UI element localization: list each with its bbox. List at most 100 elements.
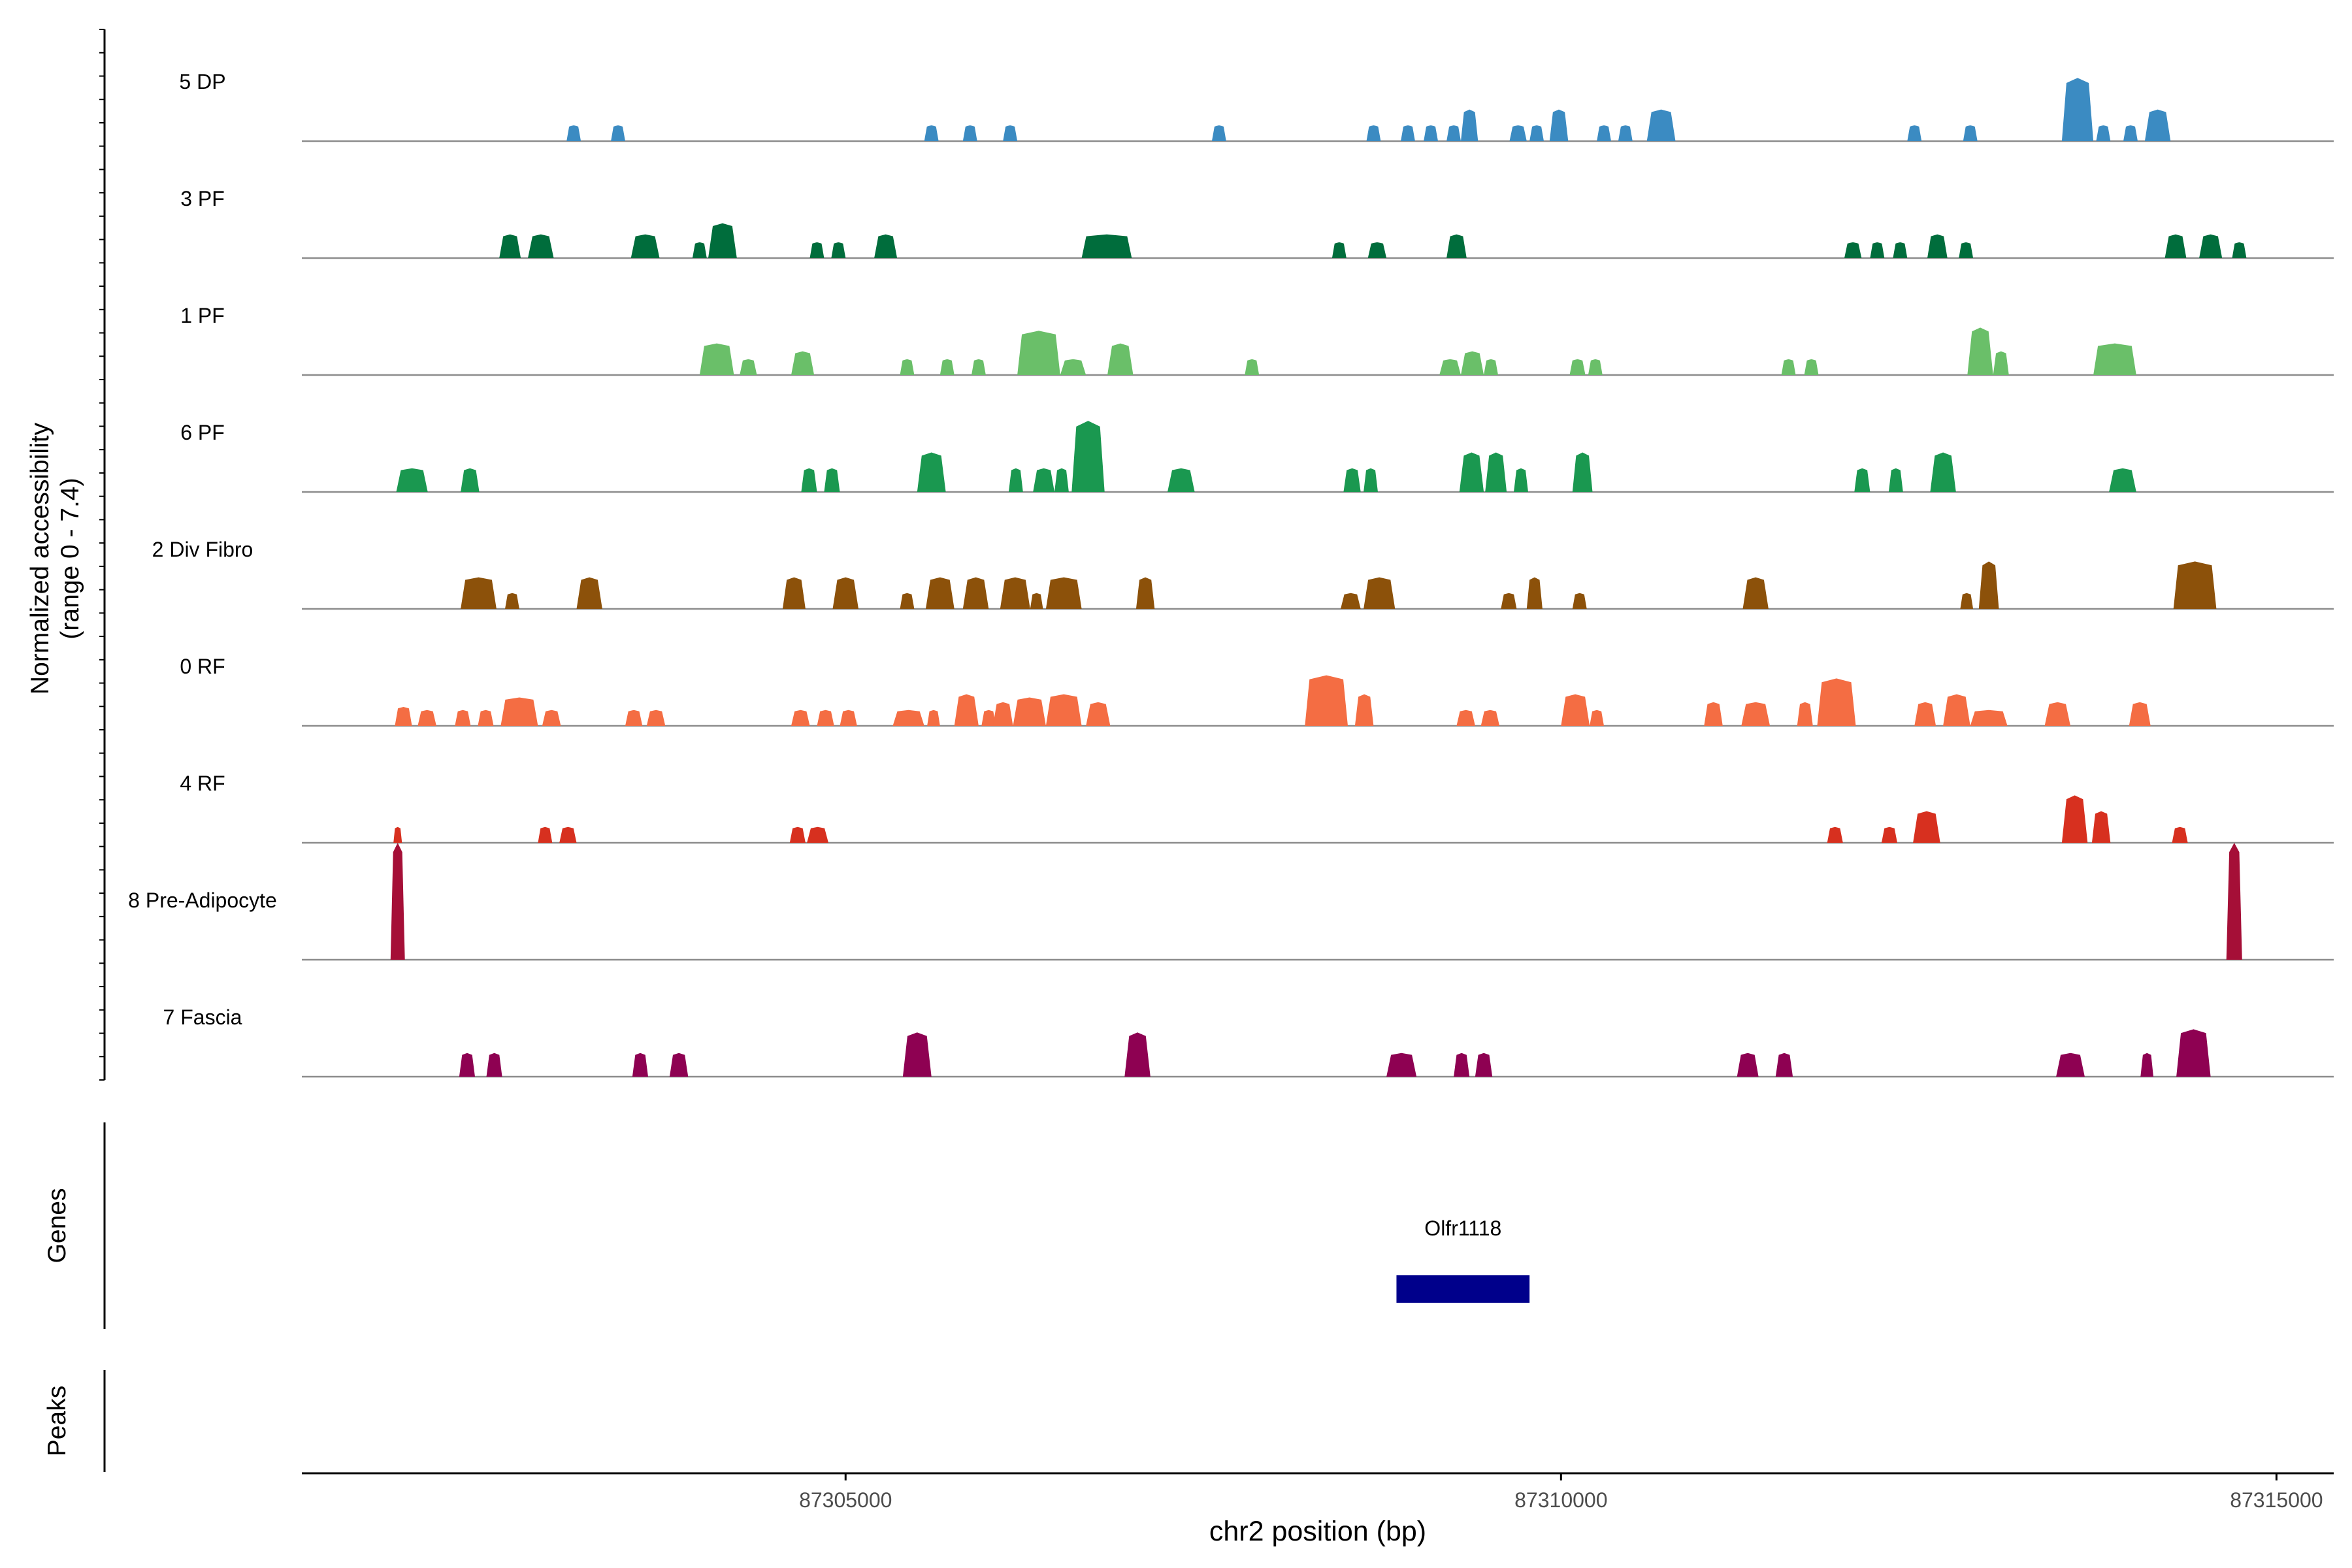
y-axis-title-line2: (range 0 - 7.4)	[56, 478, 84, 639]
coverage-peak	[395, 707, 412, 726]
track-label: 3 PF	[180, 187, 225, 210]
coverage-peak	[2061, 78, 2094, 141]
coverage-peak	[1081, 234, 1132, 258]
coverage-peak	[1893, 242, 1908, 258]
coverage-peak	[2144, 109, 2171, 141]
coverage-peak	[1401, 125, 1415, 141]
coverage-peak	[1913, 811, 1940, 843]
coverage-peak	[417, 710, 436, 726]
peaks-track-label: Peaks	[43, 1386, 71, 1456]
coverage-peak	[2096, 125, 2111, 141]
coverage-peak	[972, 359, 986, 375]
coverage-peak	[2109, 468, 2136, 492]
coverage-peak	[1529, 125, 1544, 141]
coverage-peak	[831, 242, 846, 258]
track-label: 4 RF	[180, 772, 225, 795]
coverage-peak	[1461, 351, 1484, 375]
coverage-peak	[1970, 710, 2008, 726]
coverage-peak	[1211, 125, 1226, 141]
coverage-peak	[646, 710, 666, 726]
track-label: 6 PF	[180, 421, 225, 444]
coverage-peak	[708, 223, 737, 258]
coverage-peak	[1124, 1032, 1151, 1077]
coverage-peak	[791, 351, 815, 375]
coverage-peak	[1569, 359, 1586, 375]
coverage-peak	[2140, 1053, 2153, 1077]
coverage-peak	[500, 697, 538, 726]
coverage-peak	[1827, 826, 1843, 843]
coverage-peak	[1597, 125, 1611, 141]
track-label: 1 PF	[180, 304, 225, 327]
coverage-peak	[1341, 593, 1361, 609]
coverage-peak	[962, 125, 977, 141]
coverage-peak	[1013, 697, 1046, 726]
coverage-peak	[2091, 811, 2111, 843]
coverage-peak	[1737, 1053, 1759, 1077]
genes-track-label: Genes	[43, 1188, 71, 1264]
coverage-peak	[1456, 710, 1475, 726]
coverage-peak	[455, 710, 471, 726]
coverage-peak	[486, 1053, 502, 1077]
coverage-peak	[1741, 702, 1771, 726]
x-tick-label: 87305000	[799, 1488, 892, 1512]
coverage-peak	[692, 242, 707, 258]
coverage-peak	[1446, 234, 1467, 258]
coverage-peak	[1561, 694, 1590, 726]
coverage-peak	[1071, 421, 1105, 492]
coverage-peak	[824, 468, 840, 492]
coverage-peak	[1107, 343, 1134, 375]
coverage-peak	[992, 702, 1013, 726]
coverage-peak	[789, 826, 806, 843]
coverage-peak	[1135, 577, 1155, 609]
coverage-peak	[1366, 125, 1381, 141]
coverage-peak	[1045, 577, 1082, 609]
coverage-peak	[1000, 577, 1030, 609]
coverage-peak	[1461, 109, 1478, 141]
coverage-peak	[1475, 1053, 1493, 1077]
coverage-peak	[559, 826, 577, 843]
coverage-peak	[1354, 694, 1374, 726]
coverage-peak	[1305, 675, 1348, 726]
coverage-peak	[1501, 593, 1517, 609]
x-axis-title: chr2 position (bp)	[1209, 1516, 1426, 1547]
coverage-peak	[840, 710, 857, 726]
gene-label: Olfr1118	[1424, 1217, 1501, 1240]
coverage-peak	[1817, 678, 1856, 726]
coverage-peak	[962, 577, 989, 609]
coverage-peak	[505, 593, 519, 609]
coverage-peak	[2176, 1029, 2211, 1077]
coverage-peak	[1870, 242, 1885, 258]
x-axis: 87305000 87310000 87315000	[302, 1472, 2334, 1512]
coverage-peak	[632, 1053, 648, 1077]
coverage-peak	[1480, 710, 1500, 726]
coverage-peak	[1775, 1053, 1793, 1077]
coverage-peak	[2199, 234, 2223, 258]
coverage-peak	[1060, 359, 1086, 375]
coverage-peak	[2226, 843, 2242, 960]
coverage-peak	[1927, 234, 1948, 258]
coverage-peak	[1509, 125, 1527, 141]
coverage-peak	[1033, 468, 1054, 492]
coverage-peak	[740, 359, 757, 375]
coverage-peak	[924, 125, 939, 141]
coverage-peak	[900, 359, 915, 375]
coverage-peak	[927, 710, 940, 726]
y-axis-title-line1: Normalized accessibility	[26, 422, 54, 694]
coverage-peak	[478, 710, 494, 726]
coverage-peak	[1045, 694, 1082, 726]
coverage-peak	[1003, 125, 1018, 141]
coverage-peak	[396, 468, 428, 492]
coverage-peak	[625, 710, 643, 726]
coverage-peak	[782, 577, 806, 609]
coverage-peak	[611, 125, 625, 141]
coverage-peak	[900, 593, 915, 609]
coverage-peak	[1364, 577, 1396, 609]
coverage-peak	[1367, 242, 1387, 258]
coverage-peak	[630, 234, 660, 258]
coverage-peak	[2232, 242, 2247, 258]
coverage-peak	[1930, 452, 1956, 492]
coverage-peak	[1008, 468, 1023, 492]
coverage-peak	[1993, 351, 2009, 375]
coverage-peak	[1485, 452, 1507, 492]
